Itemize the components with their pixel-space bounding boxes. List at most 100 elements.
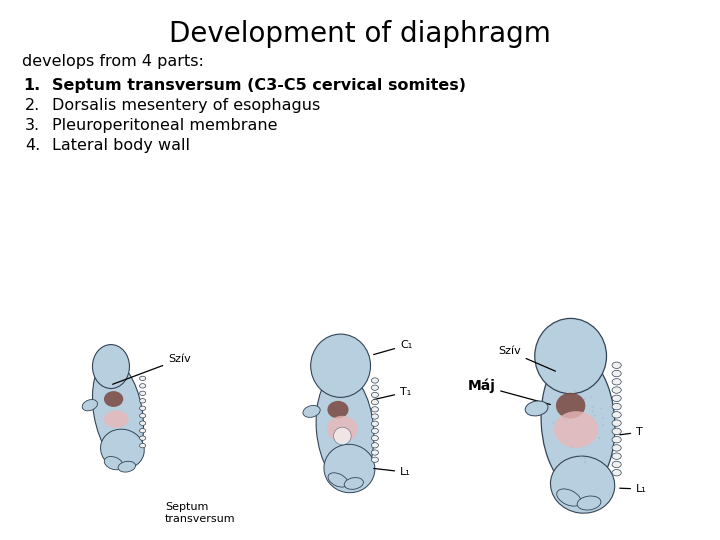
Ellipse shape xyxy=(372,443,379,448)
Ellipse shape xyxy=(612,445,621,451)
Ellipse shape xyxy=(612,379,621,385)
Ellipse shape xyxy=(372,428,379,434)
Ellipse shape xyxy=(140,399,145,403)
Ellipse shape xyxy=(372,435,379,441)
Circle shape xyxy=(564,436,566,438)
Ellipse shape xyxy=(612,387,621,393)
Ellipse shape xyxy=(344,477,364,489)
Text: L₁: L₁ xyxy=(374,467,410,477)
Text: Lateral body wall: Lateral body wall xyxy=(52,138,190,153)
Ellipse shape xyxy=(140,421,145,426)
Ellipse shape xyxy=(554,369,595,406)
Circle shape xyxy=(583,398,585,400)
Circle shape xyxy=(602,417,604,419)
Ellipse shape xyxy=(101,429,144,469)
Ellipse shape xyxy=(140,443,145,448)
Ellipse shape xyxy=(311,334,371,397)
Text: 2.: 2. xyxy=(24,98,40,113)
Circle shape xyxy=(578,429,580,431)
Circle shape xyxy=(580,456,582,458)
Ellipse shape xyxy=(612,411,621,418)
Text: 3.: 3. xyxy=(25,118,40,133)
Circle shape xyxy=(565,420,567,422)
Ellipse shape xyxy=(140,406,145,410)
Text: L₁: L₁ xyxy=(620,484,647,494)
Ellipse shape xyxy=(140,436,145,440)
Text: T₁: T₁ xyxy=(374,387,411,400)
Circle shape xyxy=(572,444,575,447)
Circle shape xyxy=(333,427,351,445)
Circle shape xyxy=(602,424,604,427)
Text: Dorsalis mesentery of esophagus: Dorsalis mesentery of esophagus xyxy=(52,98,320,113)
Ellipse shape xyxy=(525,401,548,416)
Text: Septum
transversum: Septum transversum xyxy=(165,502,235,524)
Text: Development of diaphragm: Development of diaphragm xyxy=(169,20,551,48)
Ellipse shape xyxy=(104,391,123,407)
Ellipse shape xyxy=(372,414,379,419)
Ellipse shape xyxy=(104,410,129,428)
Circle shape xyxy=(563,416,565,419)
Ellipse shape xyxy=(316,372,374,486)
Circle shape xyxy=(600,408,603,410)
Ellipse shape xyxy=(612,370,621,377)
Text: develops from 4 parts:: develops from 4 parts: xyxy=(22,54,204,69)
Circle shape xyxy=(598,437,600,439)
Circle shape xyxy=(592,406,594,408)
Ellipse shape xyxy=(92,345,130,388)
Circle shape xyxy=(564,440,567,443)
Ellipse shape xyxy=(556,393,585,418)
Ellipse shape xyxy=(372,400,379,405)
Circle shape xyxy=(557,420,559,422)
Circle shape xyxy=(564,419,567,421)
Ellipse shape xyxy=(82,400,97,411)
Ellipse shape xyxy=(554,411,598,448)
Ellipse shape xyxy=(92,360,143,464)
Circle shape xyxy=(594,414,596,416)
Ellipse shape xyxy=(612,436,621,443)
Ellipse shape xyxy=(140,383,145,388)
Text: Septum transversum (C3-C5 cervical somites): Septum transversum (C3-C5 cervical somit… xyxy=(52,78,466,93)
Ellipse shape xyxy=(327,379,360,409)
Ellipse shape xyxy=(140,428,145,433)
Ellipse shape xyxy=(541,353,615,491)
Circle shape xyxy=(570,446,572,449)
Ellipse shape xyxy=(372,407,379,412)
Ellipse shape xyxy=(118,461,135,472)
Circle shape xyxy=(552,422,555,424)
Ellipse shape xyxy=(140,391,145,395)
Text: T: T xyxy=(620,427,643,437)
Circle shape xyxy=(564,418,567,421)
Ellipse shape xyxy=(372,378,379,383)
Circle shape xyxy=(594,422,597,424)
Ellipse shape xyxy=(328,401,348,418)
Text: Máj: Máj xyxy=(468,378,496,393)
Ellipse shape xyxy=(104,456,123,470)
Ellipse shape xyxy=(372,385,379,390)
Ellipse shape xyxy=(551,456,615,513)
Text: Szív: Szív xyxy=(112,354,191,384)
Ellipse shape xyxy=(328,473,348,487)
Circle shape xyxy=(574,390,576,392)
Ellipse shape xyxy=(612,403,621,410)
Ellipse shape xyxy=(577,496,601,510)
Ellipse shape xyxy=(612,420,621,427)
Ellipse shape xyxy=(372,392,379,397)
Ellipse shape xyxy=(612,461,621,468)
Ellipse shape xyxy=(612,362,621,368)
Ellipse shape xyxy=(612,453,621,460)
Ellipse shape xyxy=(140,414,145,418)
Ellipse shape xyxy=(372,457,379,462)
Ellipse shape xyxy=(557,489,581,506)
Circle shape xyxy=(590,396,593,398)
Ellipse shape xyxy=(612,469,621,476)
Circle shape xyxy=(584,461,586,463)
Text: 4.: 4. xyxy=(24,138,40,153)
Text: Pleuroperitoneal membrane: Pleuroperitoneal membrane xyxy=(52,118,277,133)
Circle shape xyxy=(584,457,586,460)
Ellipse shape xyxy=(140,376,145,381)
Circle shape xyxy=(562,403,564,406)
Ellipse shape xyxy=(303,406,320,417)
Ellipse shape xyxy=(327,416,358,442)
Ellipse shape xyxy=(372,450,379,455)
Ellipse shape xyxy=(612,428,621,435)
